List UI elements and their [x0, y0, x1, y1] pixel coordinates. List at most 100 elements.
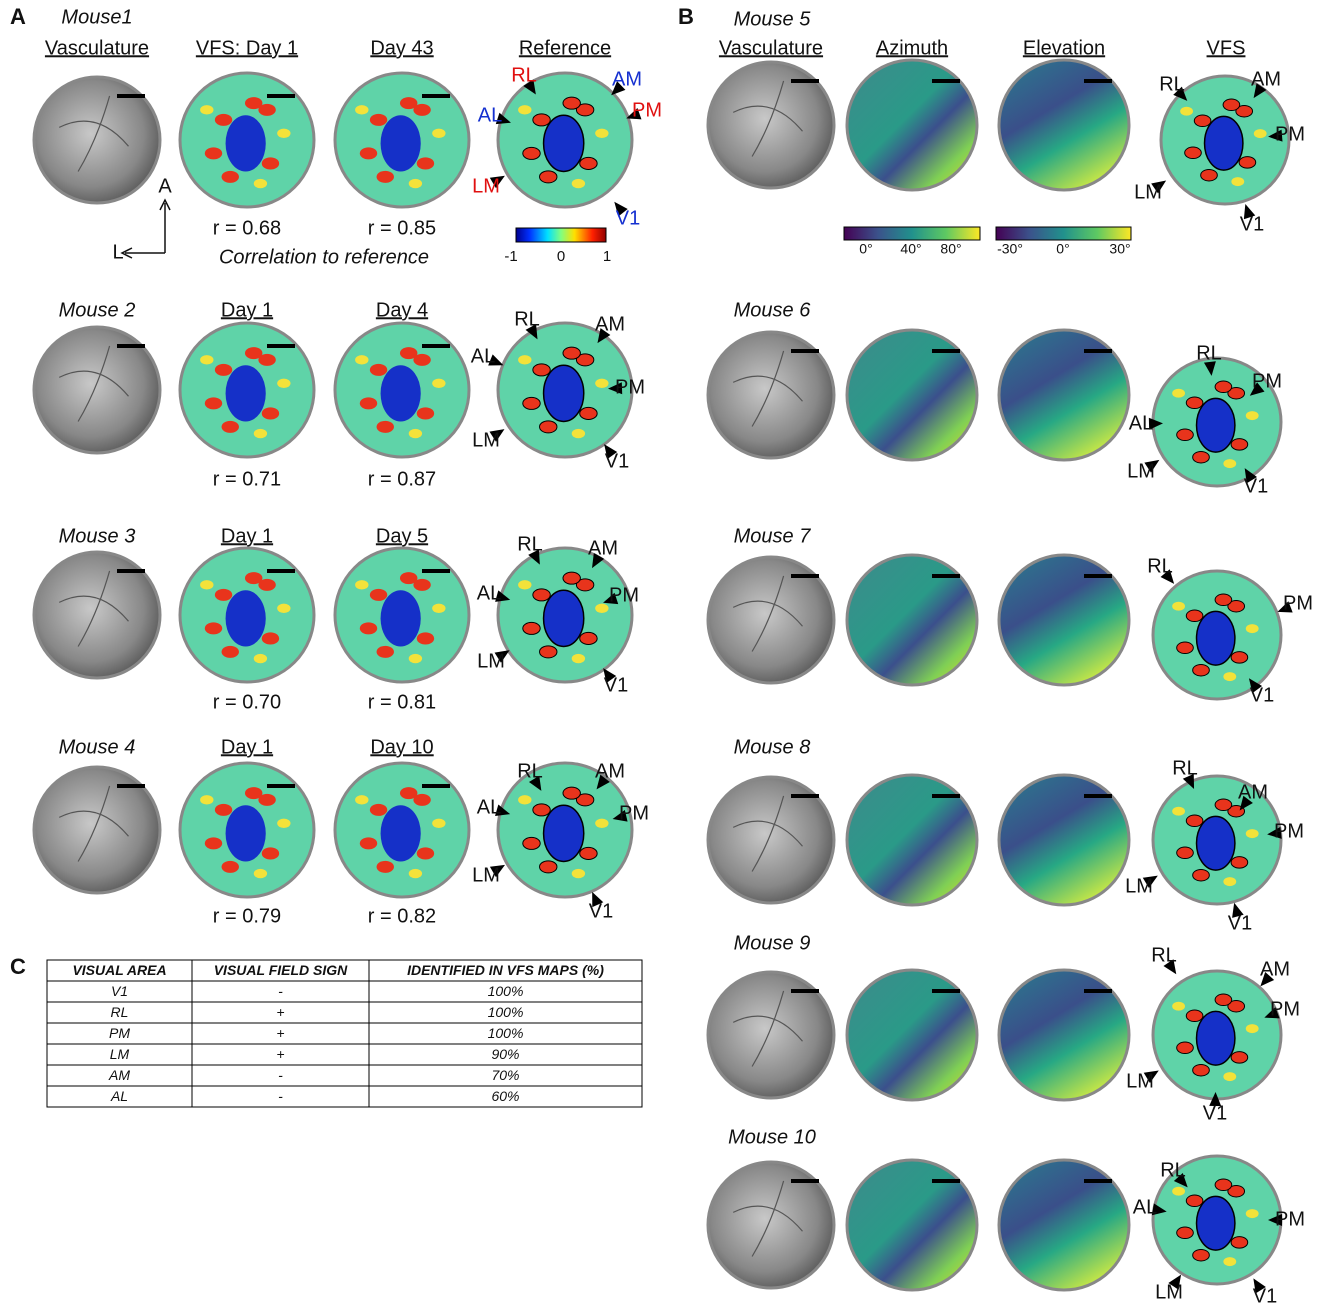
colorbar [844, 227, 980, 240]
positive-patch [523, 622, 540, 634]
speckle [277, 379, 290, 388]
positive-patch [1177, 1042, 1194, 1054]
area-label: RL [1159, 73, 1185, 95]
area-label: PM [609, 584, 639, 606]
negative-patch [1197, 816, 1235, 870]
mouse-name: Mouse 9 [734, 932, 811, 954]
day-header: Day 4 [376, 299, 428, 321]
area-label: LM [1127, 460, 1155, 482]
positive-patch [205, 622, 222, 634]
negative-patch [1205, 116, 1243, 170]
speckle [1246, 1209, 1259, 1218]
area-label: LM [472, 864, 500, 886]
positive-patch [1177, 1227, 1194, 1239]
table-cell: + [276, 1046, 284, 1062]
positive-patch [417, 632, 434, 644]
positive-patch [262, 157, 279, 169]
speckle [1254, 129, 1267, 138]
speckle [518, 355, 531, 364]
speckle [254, 179, 267, 188]
area-label: AM [1260, 958, 1290, 980]
positive-patch [1193, 869, 1210, 881]
area-label: LM [477, 650, 505, 672]
positive-patch [1186, 1010, 1203, 1022]
positive-patch [523, 397, 540, 409]
speckle [1223, 1072, 1236, 1081]
speckle [277, 604, 290, 613]
area-label: AL [477, 582, 501, 604]
negative-patch [544, 115, 584, 171]
speckle [254, 869, 267, 878]
correlation: r = 0.68 [213, 217, 281, 239]
colorbar-tick: 0° [859, 241, 872, 257]
speckle [1231, 177, 1244, 186]
area-label: LM [1155, 1281, 1183, 1303]
negative-patch [226, 590, 266, 646]
negative-patch [381, 805, 421, 861]
column-header: Elevation [1023, 37, 1105, 59]
correlation: r = 0.85 [368, 217, 436, 239]
speckle [1223, 459, 1236, 468]
positive-patch [1194, 115, 1211, 127]
positive-patch [580, 847, 597, 859]
area-label: AL [478, 104, 502, 126]
positive-patch [205, 397, 222, 409]
negative-patch [1197, 398, 1235, 452]
area-label: V1 [1228, 912, 1252, 934]
axis-label: A [158, 175, 172, 197]
column-header: VFS: Day 1 [196, 37, 298, 59]
positive-patch [1193, 451, 1210, 463]
positive-patch [580, 407, 597, 419]
positive-patch [222, 171, 239, 183]
area-label: AM [1251, 68, 1281, 90]
colorbar [996, 227, 1131, 240]
area-label: PM [1252, 370, 1282, 392]
speckle [572, 869, 585, 878]
area-label: AM [1238, 781, 1268, 803]
table-header: IDENTIFIED IN VFS MAPS (%) [407, 962, 604, 978]
table-cell: AM [108, 1067, 130, 1083]
mouse-name: Mouse 6 [734, 299, 812, 321]
area-label: LM [472, 175, 500, 197]
table-border [47, 960, 642, 1107]
correlation: r = 0.82 [368, 905, 436, 927]
positive-patch [360, 397, 377, 409]
positive-patch [400, 347, 417, 359]
positive-patch [1177, 847, 1194, 859]
area-label: RL [1147, 555, 1173, 577]
figure: AMouse1VasculatureVFS: Day 1Day 43Refere… [0, 0, 1325, 1306]
speckle [254, 654, 267, 663]
caption: Correlation to reference [219, 246, 429, 268]
positive-patch [1193, 664, 1210, 676]
negative-patch [226, 115, 266, 171]
positive-patch [215, 589, 232, 601]
area-label: AL [477, 796, 501, 818]
positive-patch [400, 572, 417, 584]
mouse-name: Mouse 7 [734, 525, 812, 547]
speckle [200, 580, 213, 589]
speckle [1180, 107, 1193, 116]
colorbar-tick: 0 [557, 248, 565, 265]
positive-patch [400, 97, 417, 109]
column-header: Day 43 [370, 37, 433, 59]
positive-patch [215, 364, 232, 376]
correlation: r = 0.70 [213, 691, 281, 713]
positive-patch [563, 787, 580, 799]
positive-patch [580, 157, 597, 169]
speckle [595, 379, 608, 388]
positive-patch [245, 97, 262, 109]
speckle [1246, 624, 1259, 633]
area-label: RL [1151, 944, 1177, 966]
positive-patch [1215, 799, 1232, 811]
colorbar-tick: 80° [940, 241, 961, 257]
area-label: V1 [605, 450, 629, 472]
positive-patch [417, 407, 434, 419]
area-label: AM [595, 313, 625, 335]
table-cell: 100% [488, 983, 524, 999]
orientation-arrows [122, 200, 170, 258]
speckle [277, 819, 290, 828]
day-header: Day 1 [221, 736, 273, 758]
correlation: r = 0.79 [213, 905, 281, 927]
positive-patch [1215, 381, 1232, 393]
positive-patch [1193, 1064, 1210, 1076]
